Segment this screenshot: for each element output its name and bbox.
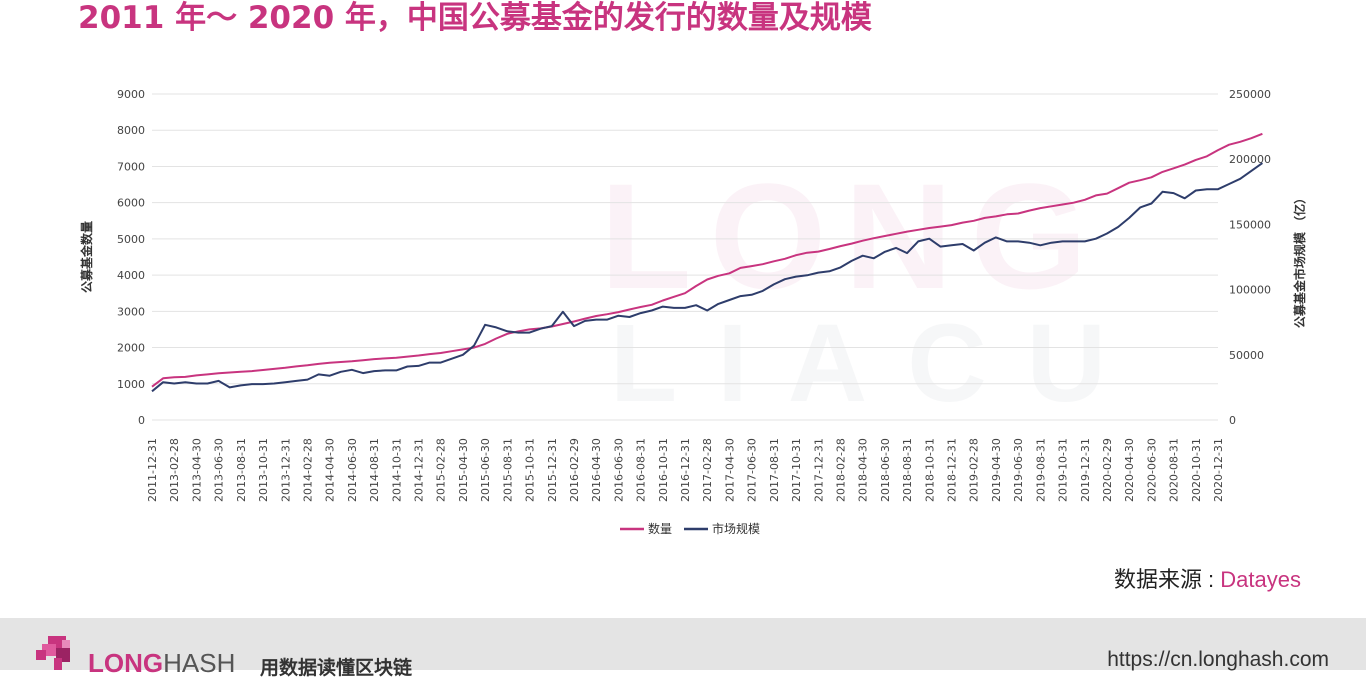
x-tick-label: 2017-02-28 (701, 438, 714, 502)
y-tick-right: 250000 (1229, 88, 1271, 101)
y-tick-left: 9000 (117, 88, 145, 101)
x-tick-label: 2019-10-31 (1057, 438, 1070, 502)
x-tick-label: 2014-06-30 (346, 438, 359, 502)
x-tick-label: 2018-12-31 (946, 438, 959, 502)
watermark-text-secondary: LIACU (610, 302, 1147, 425)
data-source-label: 数据来源 : (1113, 567, 1221, 592)
y-tick-left: 1000 (117, 378, 145, 391)
chart-title: 2011 年～ 2020 年，中国公募基金的发行的数量及规模 (78, 0, 872, 36)
y-tick-right: 150000 (1229, 218, 1271, 231)
x-tick-label: 2019-02-28 (968, 438, 981, 502)
x-tick-label: 2014-08-31 (368, 438, 381, 502)
line-chart: 0 1000 2000 3000 4000 5000 6000 7000 8000 9000 0 50… (79, 88, 1307, 536)
x-tick-label: 2015-02-28 (435, 438, 448, 502)
y-axis-label-left: 公募基金数量 (79, 221, 94, 293)
x-tick-label: 2020-06-30 (1145, 438, 1158, 502)
x-tick-label: 2013-06-30 (213, 438, 226, 502)
x-tick-label: 2014-04-30 (324, 438, 337, 502)
x-tick-label: 2019-06-30 (1012, 438, 1025, 502)
x-tick-label: 2020-08-31 (1168, 438, 1181, 502)
y-tick-left: 2000 (117, 342, 145, 355)
brand-slogan: 用数据读懂区块链 (260, 657, 413, 679)
watermark-text: LONG (600, 152, 1106, 320)
longhash-logo-icon (36, 636, 70, 670)
y-tick-left: 3000 (117, 305, 145, 318)
brand-name: LONGHASH (88, 648, 235, 679)
x-tick-label: 2015-08-31 (501, 438, 514, 502)
brand-hash: HASH (163, 648, 236, 678)
x-tick-label: 2020-04-30 (1123, 438, 1136, 502)
y-tick-right: 50000 (1229, 349, 1264, 362)
x-tick-label: 2014-02-28 (301, 438, 314, 502)
x-tick-label: 2013-08-31 (235, 438, 248, 502)
x-tick-label: 2018-04-30 (857, 438, 870, 502)
x-tick-label: 2017-08-31 (768, 438, 781, 502)
x-tick-label: 2014-12-31 (413, 438, 426, 502)
x-tick-label: 2013-10-31 (257, 438, 270, 502)
x-tick-label: 2014-10-31 (390, 438, 403, 502)
y-axis-label-right: 公募基金市场规模 （亿） (1292, 192, 1307, 328)
x-tick-label: 2017-04-30 (723, 438, 736, 502)
footer-bar: LONGHASH 用数据读懂区块链 https://cn.longhash.co… (0, 618, 1366, 679)
x-tick-label: 2018-10-31 (923, 438, 936, 502)
series-line-count (151, 132, 1263, 388)
y-tick-left: 8000 (117, 124, 145, 137)
series-line-scale (151, 162, 1263, 393)
x-tick-label: 2017-10-31 (790, 438, 803, 502)
site-url[interactable]: https://cn.longhash.com (1107, 648, 1329, 671)
x-tick-label: 2020-12-31 (1212, 438, 1225, 502)
x-tick-label: 2016-08-31 (635, 438, 648, 502)
y-tick-left: 7000 (117, 160, 145, 173)
x-tick-label: 2018-08-31 (901, 438, 914, 502)
data-source: 数据来源 : Datayes (1114, 562, 1301, 594)
legend-label: 市场规模 (712, 521, 760, 536)
x-tick-label: 2019-08-31 (1034, 438, 1047, 502)
x-tick-label: 2015-12-31 (546, 438, 559, 502)
x-tick-label: 2019-12-31 (1079, 438, 1092, 502)
x-tick-label: 2018-06-30 (879, 438, 892, 502)
brand-long: LONG (88, 648, 164, 678)
x-tick-label: 2019-04-30 (990, 438, 1003, 502)
x-tick-label: 2016-10-31 (657, 438, 670, 502)
x-tick-label: 2013-02-28 (168, 438, 181, 502)
x-tick-label: 2013-12-31 (279, 438, 292, 502)
x-tick-label: 2015-04-30 (457, 438, 470, 502)
x-tick-label: 2017-12-31 (812, 438, 825, 502)
legend-label: 数量 (648, 521, 672, 536)
x-tick-label: 2018-02-28 (834, 438, 847, 502)
x-tick-label: 2016-04-30 (590, 438, 603, 502)
data-source-value: Datayes (1220, 567, 1301, 592)
x-tick-label: 2016-12-31 (679, 438, 692, 502)
y-tick-left: 0 (138, 414, 145, 427)
x-tick-label: 2016-02-29 (568, 438, 581, 502)
x-tick-label: 2015-06-30 (479, 438, 492, 502)
x-tick-label: 2020-10-31 (1190, 438, 1203, 502)
y-tick-left: 6000 (117, 197, 145, 210)
y-tick-left: 4000 (117, 269, 145, 282)
x-tick-label: 2017-06-30 (746, 438, 759, 502)
y-tick-right: 200000 (1229, 153, 1271, 166)
x-tick-label: 2013-04-30 (190, 438, 203, 502)
x-tick-label: 2016-06-30 (612, 438, 625, 502)
y-tick-right: 0 (1229, 414, 1236, 427)
x-tick-label: 2011-12-31 (146, 438, 159, 502)
y-tick-right: 100000 (1229, 284, 1271, 297)
y-tick-left: 5000 (117, 233, 145, 246)
x-tick-label: 2015-10-31 (524, 438, 537, 502)
x-tick-label: 2020-02-29 (1101, 438, 1114, 502)
